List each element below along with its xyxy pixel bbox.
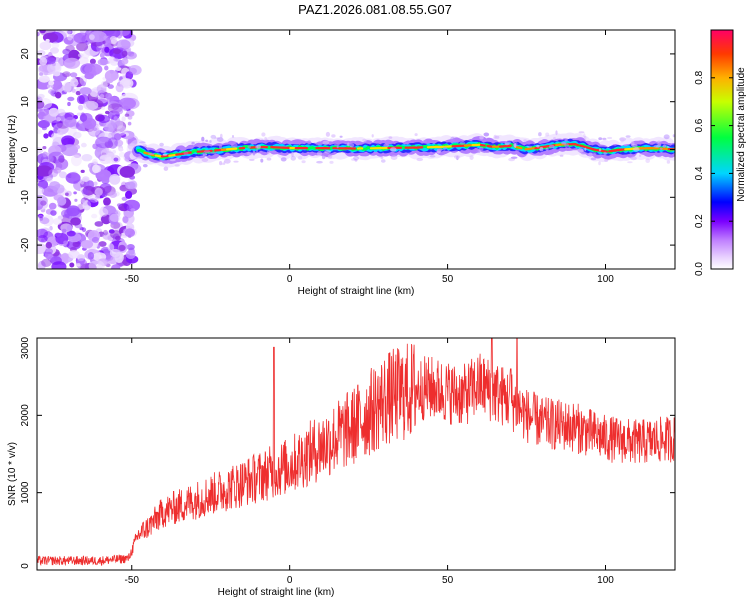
colorbar-tick-label: 0.4	[694, 166, 705, 180]
x-tick-label: 50	[442, 274, 454, 285]
noise-region	[37, 30, 142, 269]
x-axis-label: Height of straight line (km)	[218, 587, 335, 598]
colorbar-tick-label: 0.2	[694, 214, 705, 228]
signal-track	[129, 130, 675, 171]
x-tick-label: 50	[442, 575, 454, 586]
y-tick-label: 1000	[20, 481, 31, 504]
snr-series-line	[37, 338, 675, 567]
colorbar-tick-label: 0.8	[694, 70, 705, 84]
chart-title: PAZ1.2026.081.08.55.G07	[298, 2, 452, 17]
colorbar-label: Normalized spectral amplitude	[736, 67, 747, 202]
y-axis-label: Frequency (Hz)	[7, 115, 18, 184]
y-axis-label: SNR (10 * v/v)	[7, 442, 18, 506]
colorbar-tick-label: 0.0	[694, 262, 705, 276]
colorbar	[710, 29, 734, 270]
x-tick-label: 0	[287, 575, 293, 586]
x-axis-label: Height of straight line (km)	[298, 286, 415, 297]
y-tick-label: 0	[20, 563, 31, 569]
snr-plot	[37, 338, 675, 567]
y-tick-label: 0	[20, 146, 31, 152]
snr-frame	[36, 337, 676, 571]
y-tick-label: 20	[20, 48, 31, 60]
y-tick-label: -20	[20, 237, 31, 252]
x-tick-label: -50	[125, 575, 140, 586]
colorbar-tick-label: 0.6	[694, 118, 705, 132]
y-tick-label: 2000	[20, 404, 31, 427]
x-tick-label: -50	[125, 274, 140, 285]
x-tick-label: 0	[287, 274, 293, 285]
spectrogram-plot	[37, 30, 675, 269]
y-tick-label: 10	[20, 96, 31, 108]
x-tick-label: 100	[597, 274, 614, 285]
y-tick-label: -10	[20, 190, 31, 205]
y-tick-label: 3000	[20, 336, 31, 359]
x-tick-label: 100	[597, 575, 614, 586]
